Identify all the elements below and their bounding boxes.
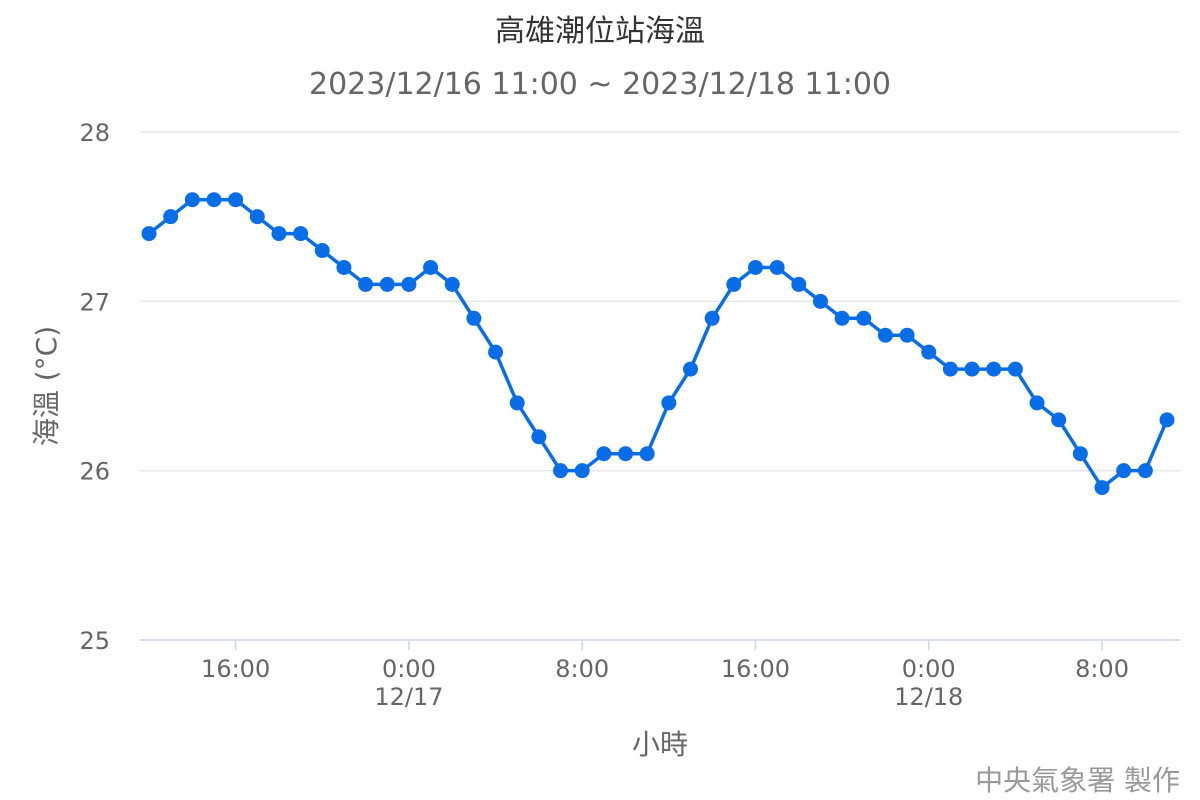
data-point[interactable]: 12:00: 26.4 [661, 395, 677, 411]
data-point[interactable]: 13:00: 26.6 [682, 361, 698, 377]
data-point[interactable]: 18:00: 27.4 [271, 226, 287, 242]
data-point[interactable]: 22:00: 26.8 [877, 327, 893, 343]
chart-subtitle: 2023/12/16 11:00 ~ 2023/12/18 11:00 [309, 67, 891, 102]
data-point[interactable]: 4:00: 26.7 [488, 344, 504, 360]
y-tick-label: 28 [79, 119, 110, 147]
data-point[interactable]: 11:00: 26.3 [1159, 412, 1175, 428]
data-point[interactable]: 22:00: 27.1 [358, 276, 374, 292]
data-point[interactable]: 10:00: 26 [1137, 463, 1153, 479]
y-axis-label: 海溫 (°C) [30, 326, 63, 446]
data-point[interactable]: 12/18 0:00: 26.7 [921, 344, 937, 360]
data-point[interactable]: 21:00: 26.9 [856, 310, 872, 326]
data-point[interactable]: 1:00: 26.6 [942, 361, 958, 377]
data-point[interactable]: 16:00: 27.6 [228, 192, 244, 208]
x-tick-label: 8:00 [1075, 655, 1129, 683]
data-point[interactable]: 2:00: 26.6 [964, 361, 980, 377]
data-point[interactable]: 19:00: 27.4 [293, 226, 309, 242]
x-tick-label: 8:00 [555, 655, 609, 683]
data-point[interactable]: 23:00: 27.1 [379, 276, 395, 292]
data-point[interactable]: 16:00: 27.2 [747, 259, 763, 275]
data-point[interactable]: 3:00: 26.6 [986, 361, 1002, 377]
data-point[interactable]: 6:00: 26.2 [531, 429, 547, 445]
data-point[interactable]: 4:00: 26.6 [1007, 361, 1023, 377]
data-point[interactable]: 7:00: 26.1 [1072, 446, 1088, 462]
data-point[interactable]: 17:00: 27.5 [249, 209, 265, 225]
x-tick-date: 12/18 [894, 683, 963, 711]
series-line [147, 197, 1169, 490]
data-point[interactable]: 17:00: 27.2 [769, 259, 785, 275]
x-tick-label: 16:00 [721, 655, 790, 683]
data-point[interactable]: 18:00: 27.1 [791, 276, 807, 292]
data-point[interactable]: 12/16 12:00: 27.4 [141, 226, 157, 242]
data-point[interactable]: 21:00: 27.2 [336, 259, 352, 275]
chart-title: 高雄潮位站海溫 [495, 14, 705, 49]
data-point[interactable]: 15:00: 27.1 [726, 276, 742, 292]
data-point[interactable]: 10:00: 26.1 [618, 446, 634, 462]
y-tick-label: 27 [79, 288, 110, 316]
x-tick-label: 0:00 [902, 655, 956, 683]
data-point[interactable]: 20:00: 26.9 [834, 310, 850, 326]
data-point[interactable]: 5:00: 26.4 [509, 395, 525, 411]
data-point[interactable]: 6:00: 26.3 [1051, 412, 1067, 428]
data-point[interactable]: 13:00: 27.5 [163, 209, 179, 225]
x-tick-label: 0:00 [382, 655, 436, 683]
x-tick-date: 12/17 [374, 683, 443, 711]
data-point[interactable]: 1:00: 27.2 [423, 259, 439, 275]
y-tick-label: 26 [79, 458, 110, 486]
data-point[interactable]: 7:00: 26 [553, 463, 569, 479]
data-point[interactable]: 9:00: 26 [1116, 463, 1132, 479]
data-point[interactable]: 14:00: 26.9 [704, 310, 720, 326]
data-point[interactable]: 5:00: 26.4 [1029, 395, 1045, 411]
x-tick-label: 16:00 [201, 655, 270, 683]
credit-text: 中央氣象署 製作 [975, 764, 1180, 797]
y-tick-label: 25 [79, 627, 110, 655]
data-point[interactable]: 2:00: 27.1 [444, 276, 460, 292]
data-point[interactable]: 9:00: 26.1 [596, 446, 612, 462]
data-point[interactable]: 23:00: 26.8 [899, 327, 915, 343]
data-point[interactable]: 15:00: 27.6 [206, 192, 222, 208]
data-point[interactable]: 20:00: 27.3 [314, 243, 330, 259]
data-point[interactable]: 19:00: 27 [812, 293, 828, 309]
data-point[interactable]: 3:00: 26.9 [466, 310, 482, 326]
data-point[interactable]: 8:00: 26 [574, 463, 590, 479]
data-point[interactable]: 14:00: 27.6 [184, 192, 200, 208]
data-point[interactable]: 12/17 0:00: 27.1 [401, 276, 417, 292]
x-axis-label: 小時 [632, 728, 688, 761]
data-point[interactable]: 11:00: 26.1 [639, 446, 655, 462]
data-point[interactable]: 8:00: 25.9 [1094, 480, 1110, 496]
